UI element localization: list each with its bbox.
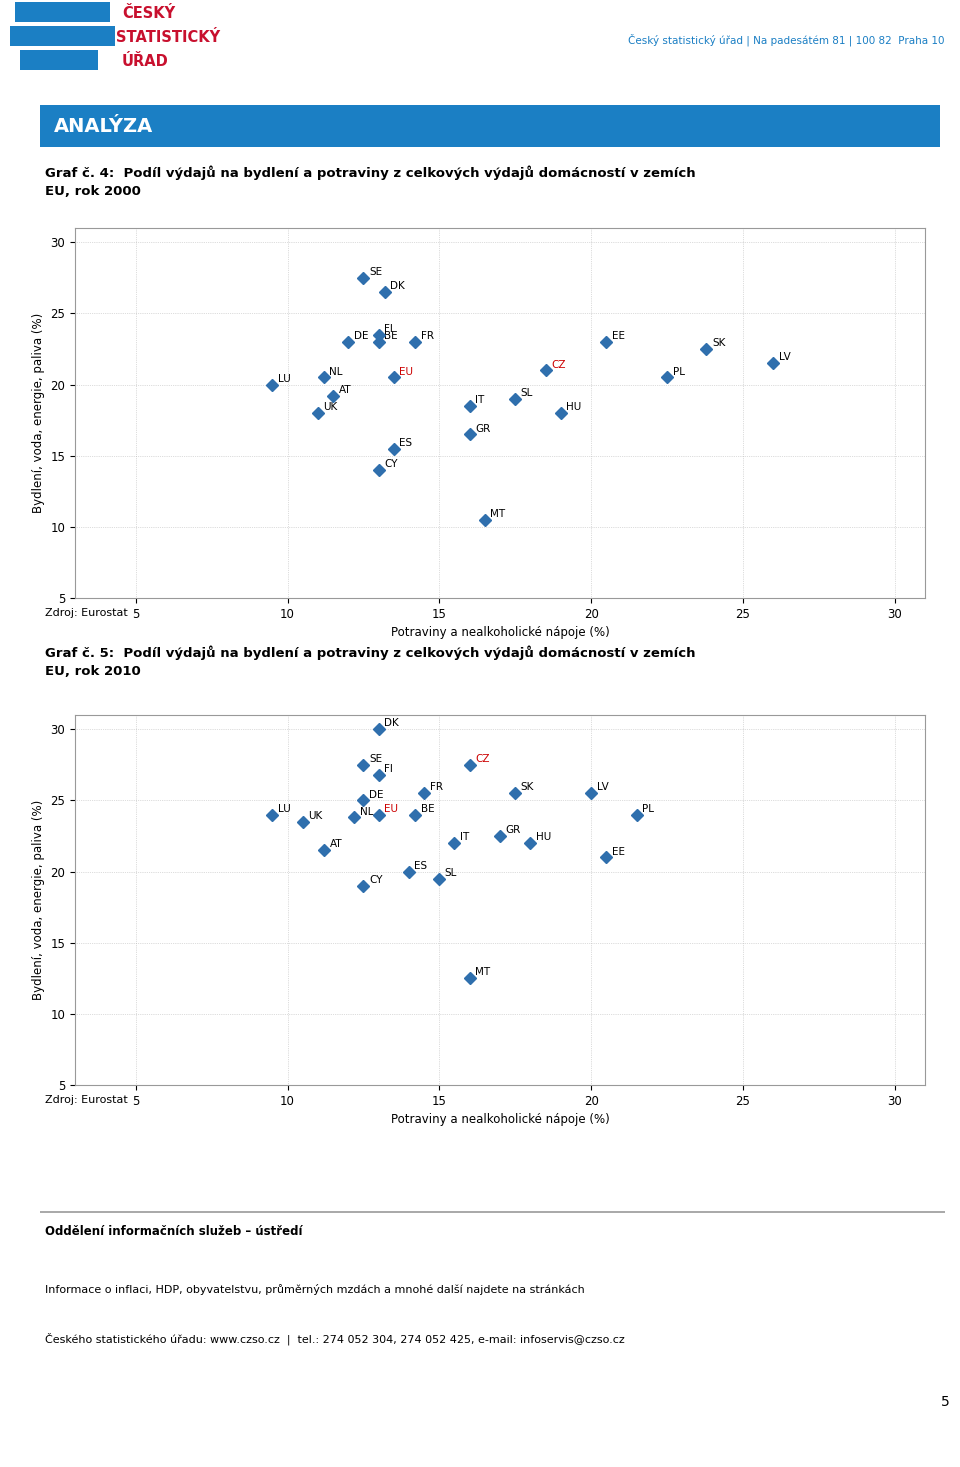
Text: FR: FR: [420, 332, 434, 340]
Text: BE: BE: [384, 332, 397, 340]
Text: LU: LU: [277, 374, 291, 384]
Text: DE: DE: [369, 789, 383, 800]
Text: CZ: CZ: [475, 754, 490, 764]
Text: FI: FI: [384, 764, 393, 775]
Text: ES: ES: [399, 437, 413, 447]
Text: NL: NL: [329, 367, 343, 377]
X-axis label: Potraviny a nealkoholické nápoje (%): Potraviny a nealkoholické nápoje (%): [391, 1113, 610, 1127]
Text: DK: DK: [384, 719, 398, 729]
Y-axis label: Bydlení, voda, energie, paliva (%): Bydlení, voda, energie, paliva (%): [32, 312, 45, 513]
Text: ES: ES: [415, 861, 427, 871]
X-axis label: Potraviny a nealkoholické nápoje (%): Potraviny a nealkoholické nápoje (%): [391, 626, 610, 640]
Text: BE: BE: [420, 804, 434, 814]
Text: EU: EU: [384, 804, 398, 814]
Text: Graf č. 4:  Podíl výdajů na bydlení a potraviny z celkových výdajů domácností v : Graf č. 4: Podíl výdajů na bydlení a pot…: [45, 164, 696, 198]
Text: SL: SL: [444, 868, 457, 877]
Text: EU: EU: [399, 367, 414, 377]
Text: EE: EE: [612, 846, 625, 857]
Text: Zdroj: Eurostat: Zdroj: Eurostat: [45, 1094, 128, 1105]
Text: LV: LV: [596, 782, 609, 792]
Text: SE: SE: [369, 267, 382, 277]
Text: CY: CY: [369, 874, 382, 885]
Text: SE: SE: [369, 754, 382, 764]
Text: PL: PL: [642, 804, 654, 814]
Text: LU: LU: [277, 804, 291, 814]
Text: GR: GR: [475, 424, 491, 434]
Text: Zdroj: Eurostat: Zdroj: Eurostat: [45, 607, 128, 618]
Bar: [10, 26, 115, 45]
Bar: [20, 50, 98, 70]
Text: AT: AT: [329, 839, 342, 849]
Text: FI: FI: [384, 324, 393, 334]
Text: ÚŘAD: ÚŘAD: [122, 54, 169, 69]
Text: CZ: CZ: [551, 359, 565, 370]
Text: IT: IT: [475, 395, 485, 405]
Text: FR: FR: [430, 782, 443, 792]
Text: SK: SK: [712, 339, 726, 348]
Text: PL: PL: [673, 367, 684, 377]
Text: LV: LV: [779, 352, 790, 362]
Text: CY: CY: [384, 459, 397, 469]
Text: GR: GR: [506, 824, 521, 835]
Text: STATISTICKÝ: STATISTICKÝ: [116, 29, 220, 45]
Text: Český statistický úřad | Na padesátém 81 | 100 82  Praha 10: Český statistický úřad | Na padesátém 81…: [629, 34, 945, 47]
Text: DK: DK: [390, 282, 405, 292]
Text: ANALÝZA: ANALÝZA: [54, 116, 153, 135]
Text: Informace o inflaci, HDP, obyvatelstvu, průměrných mzdách a mnohé další najdete : Informace o inflaci, HDP, obyvatelstvu, …: [45, 1284, 585, 1295]
Text: NL: NL: [360, 807, 373, 817]
Text: EE: EE: [612, 332, 625, 340]
Text: MT: MT: [491, 509, 506, 519]
Text: Českého statistického úřadu: www.czso.cz  |  tel.: 274 052 304, 274 052 425, e-m: Českého statistického úřadu: www.czso.cz…: [45, 1332, 625, 1345]
Text: UK: UK: [324, 402, 338, 412]
Text: AT: AT: [339, 386, 351, 395]
Text: Graf č. 5:  Podíl výdajů na bydlení a potraviny z celkových výdajů domácností v : Graf č. 5: Podíl výdajů na bydlení a pot…: [45, 645, 695, 678]
Text: HU: HU: [566, 402, 582, 412]
Text: HU: HU: [536, 832, 551, 842]
Text: Oddělení informačních služeb – ústředí: Oddělení informačních služeb – ústředí: [45, 1225, 302, 1238]
Text: MT: MT: [475, 968, 491, 977]
Y-axis label: Bydlení, voda, energie, paliva (%): Bydlení, voda, energie, paliva (%): [32, 800, 45, 1000]
Text: 5: 5: [941, 1395, 950, 1410]
Text: SK: SK: [520, 782, 534, 792]
Text: UK: UK: [308, 811, 323, 822]
Bar: [15, 1, 110, 22]
Text: DE: DE: [354, 332, 369, 340]
Text: SL: SL: [520, 387, 533, 398]
Text: IT: IT: [460, 832, 469, 842]
Text: ČESKÝ: ČESKÝ: [122, 6, 175, 21]
